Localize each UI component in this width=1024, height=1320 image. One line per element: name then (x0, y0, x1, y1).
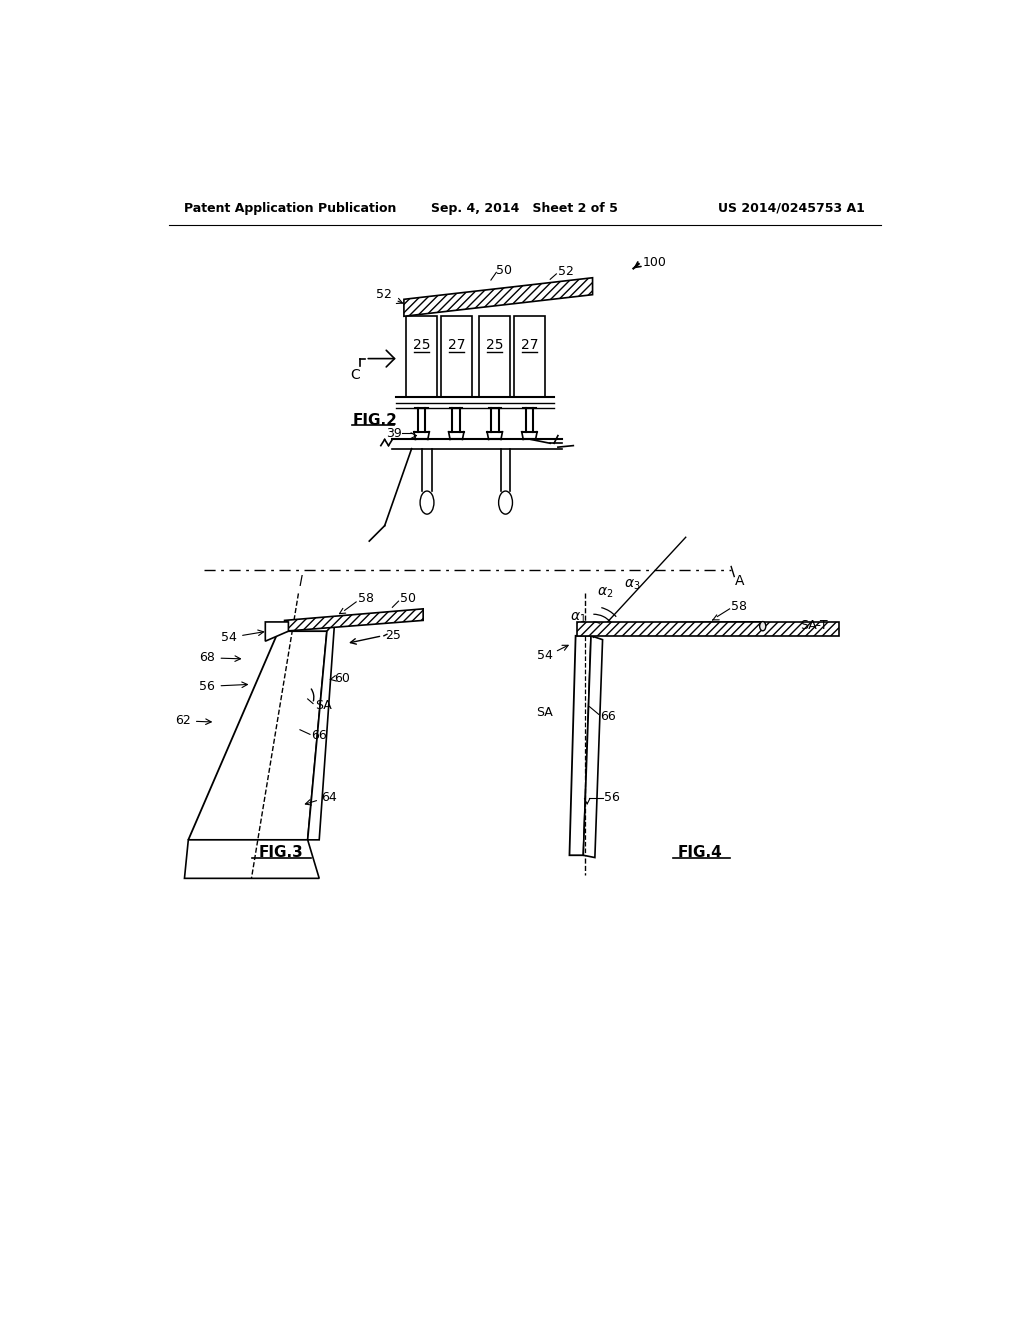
Text: 25: 25 (385, 630, 400, 643)
Text: 100: 100 (643, 256, 667, 269)
Text: FIG.3: FIG.3 (258, 845, 303, 861)
Text: 50: 50 (497, 264, 512, 277)
Polygon shape (188, 631, 327, 840)
Text: 58: 58 (357, 593, 374, 606)
Polygon shape (584, 636, 602, 858)
Text: 56: 56 (200, 680, 215, 693)
Text: 25: 25 (486, 338, 504, 352)
Text: $\alpha_1$: $\alpha_1$ (570, 611, 587, 626)
Polygon shape (403, 277, 593, 317)
Text: 25: 25 (413, 338, 430, 352)
Text: A: A (735, 574, 744, 589)
Text: 58: 58 (731, 601, 748, 612)
Text: Sep. 4, 2014   Sheet 2 of 5: Sep. 4, 2014 Sheet 2 of 5 (431, 202, 618, 215)
Text: C: C (350, 368, 360, 381)
Text: 39: 39 (386, 426, 401, 440)
Ellipse shape (760, 622, 766, 631)
Text: 56: 56 (604, 791, 620, 804)
Text: 54: 54 (537, 648, 553, 661)
Bar (514, 317, 545, 397)
Text: $\alpha_3$: $\alpha_3$ (625, 578, 641, 593)
Text: 64: 64 (322, 791, 337, 804)
Text: SA: SA (315, 698, 332, 711)
Text: FIG.4: FIG.4 (678, 845, 723, 861)
Polygon shape (307, 622, 335, 840)
Text: 66: 66 (311, 730, 328, 742)
Text: US 2014/0245753 A1: US 2014/0245753 A1 (718, 202, 865, 215)
Text: 50: 50 (400, 593, 416, 606)
Ellipse shape (499, 491, 512, 515)
Polygon shape (595, 622, 762, 632)
Text: Patent Application Publication: Patent Application Publication (184, 202, 397, 215)
Text: 62: 62 (175, 714, 190, 727)
Text: FIG.2: FIG.2 (352, 413, 397, 428)
Polygon shape (578, 622, 839, 636)
Ellipse shape (420, 491, 434, 515)
Text: $\alpha_2$: $\alpha_2$ (597, 586, 613, 599)
Text: SA: SA (536, 706, 553, 719)
Text: 52: 52 (558, 265, 573, 279)
Text: 27: 27 (520, 338, 539, 352)
Bar (479, 317, 510, 397)
Polygon shape (285, 609, 423, 631)
Text: 68: 68 (200, 651, 215, 664)
Text: 54: 54 (221, 631, 237, 644)
Polygon shape (265, 622, 289, 642)
Text: l: l (298, 576, 302, 589)
Text: 27: 27 (447, 338, 465, 352)
Text: 66: 66 (600, 710, 616, 723)
Polygon shape (569, 636, 591, 855)
Polygon shape (184, 840, 319, 878)
Bar (441, 317, 472, 397)
Text: 52: 52 (377, 288, 392, 301)
Bar (407, 317, 437, 397)
Text: SA-T: SA-T (801, 619, 828, 631)
Text: 60: 60 (335, 672, 350, 685)
